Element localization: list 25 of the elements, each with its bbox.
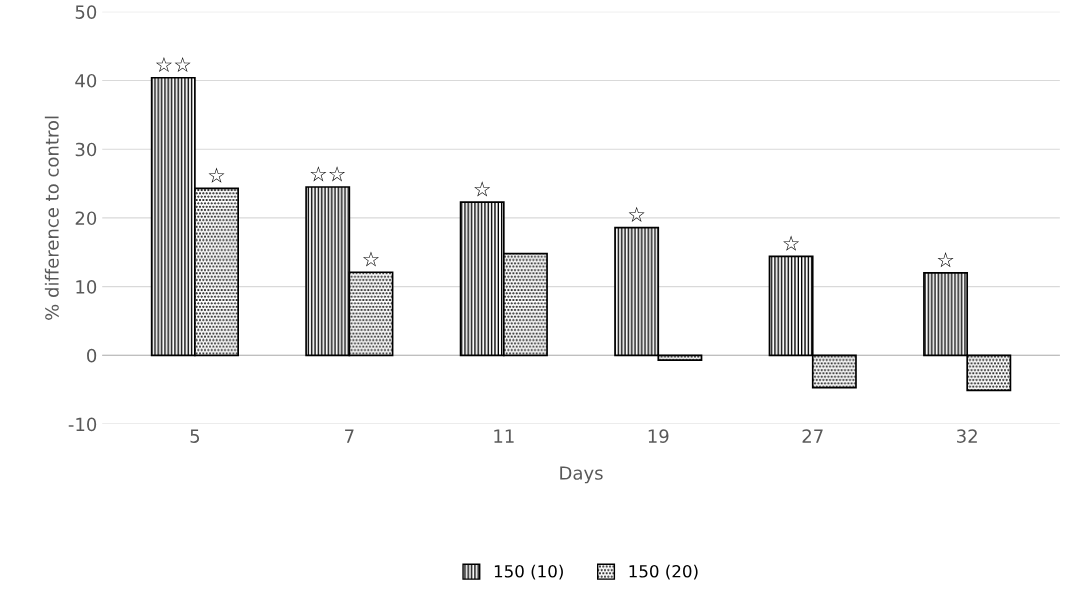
annotation: ☆ (362, 251, 379, 267)
annotation: ☆ (474, 181, 491, 197)
annotation: ☆ (208, 167, 225, 183)
y-tick-label: 40 (75, 73, 97, 88)
annotation: ☆ (937, 252, 954, 268)
annotation: ☆☆ (155, 56, 191, 73)
x-tick-label: 7 (345, 429, 354, 443)
annotation: ☆☆ (310, 166, 346, 182)
y-tick-label: 0 (87, 348, 97, 363)
x-tick-label: 11 (494, 429, 514, 443)
y-tick-label: 20 (75, 211, 97, 226)
x-axis-title: Days (560, 466, 603, 484)
x-tick-label: 32 (957, 429, 977, 443)
annotation: ☆ (628, 206, 645, 222)
y-tick-label: 30 (75, 142, 97, 157)
x-tick-label: 27 (802, 429, 823, 443)
y-axis-title: % difference to control (44, 116, 59, 320)
y-tick-label: 50 (75, 5, 97, 19)
legend-label: 150 (10) (494, 564, 563, 580)
x-tick-label: 19 (648, 429, 669, 443)
y-tick-label: 10 (76, 280, 97, 294)
legend-label: 150 (20) (629, 564, 698, 580)
annotation: ☆ (783, 235, 800, 251)
x-tick-label: 5 (190, 429, 200, 443)
y-tick-label: -10 (68, 417, 97, 432)
